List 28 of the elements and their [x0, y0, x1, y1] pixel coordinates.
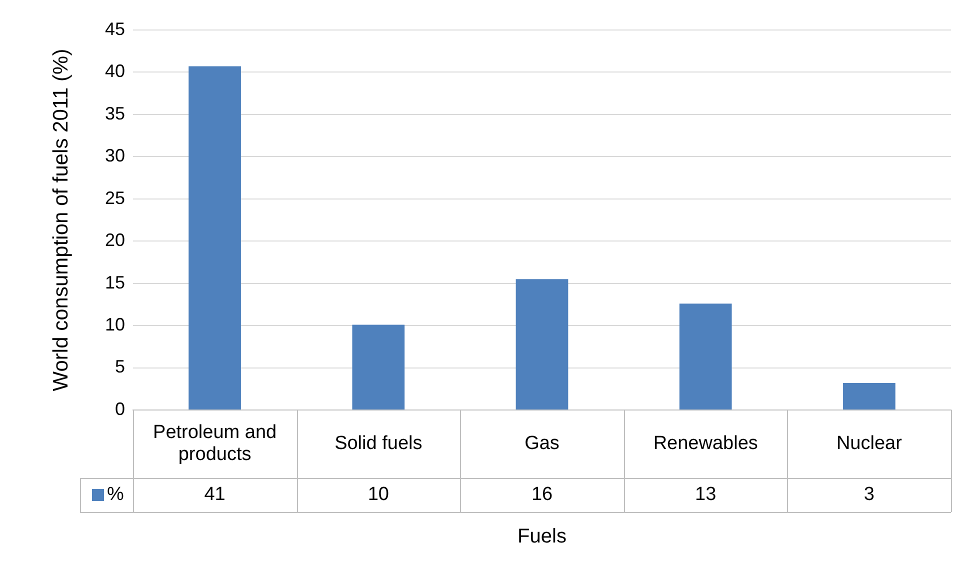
x-tick-label: Nuclear — [836, 433, 903, 454]
x-tick-label: Petroleum and products — [153, 422, 277, 466]
bar — [352, 324, 405, 410]
y-tick-label: 15 — [104, 272, 125, 292]
x-tick-label: Solid fuels — [334, 433, 422, 454]
bar — [516, 279, 568, 410]
y-tick-label: 45 — [104, 18, 125, 39]
y-tick-label: 20 — [104, 230, 125, 250]
y-tick-label: 35 — [104, 103, 125, 124]
data-label: 13 — [695, 484, 716, 506]
y-tick-label: 0 — [114, 398, 125, 419]
bar — [843, 382, 896, 410]
y-axis-title: World consumption of fuels 2011 (%) — [49, 48, 72, 392]
bar — [679, 304, 732, 410]
data-label: 10 — [368, 484, 389, 506]
data-label: 16 — [531, 484, 553, 506]
x-tick-label: Renewables — [653, 433, 758, 454]
y-tick-label: 5 — [114, 356, 125, 377]
y-tick-label: 25 — [104, 188, 125, 208]
y-tick-label: 30 — [104, 146, 125, 166]
data-label: 41 — [204, 484, 226, 506]
legend-label: % — [107, 484, 124, 506]
bar — [188, 66, 241, 410]
data-label: 3 — [864, 484, 874, 506]
x-axis-title: Fuels — [518, 526, 566, 548]
y-tick-label: 40 — [104, 61, 125, 82]
y-tick-label: 10 — [104, 314, 125, 335]
x-tick-label: Gas — [524, 433, 560, 454]
